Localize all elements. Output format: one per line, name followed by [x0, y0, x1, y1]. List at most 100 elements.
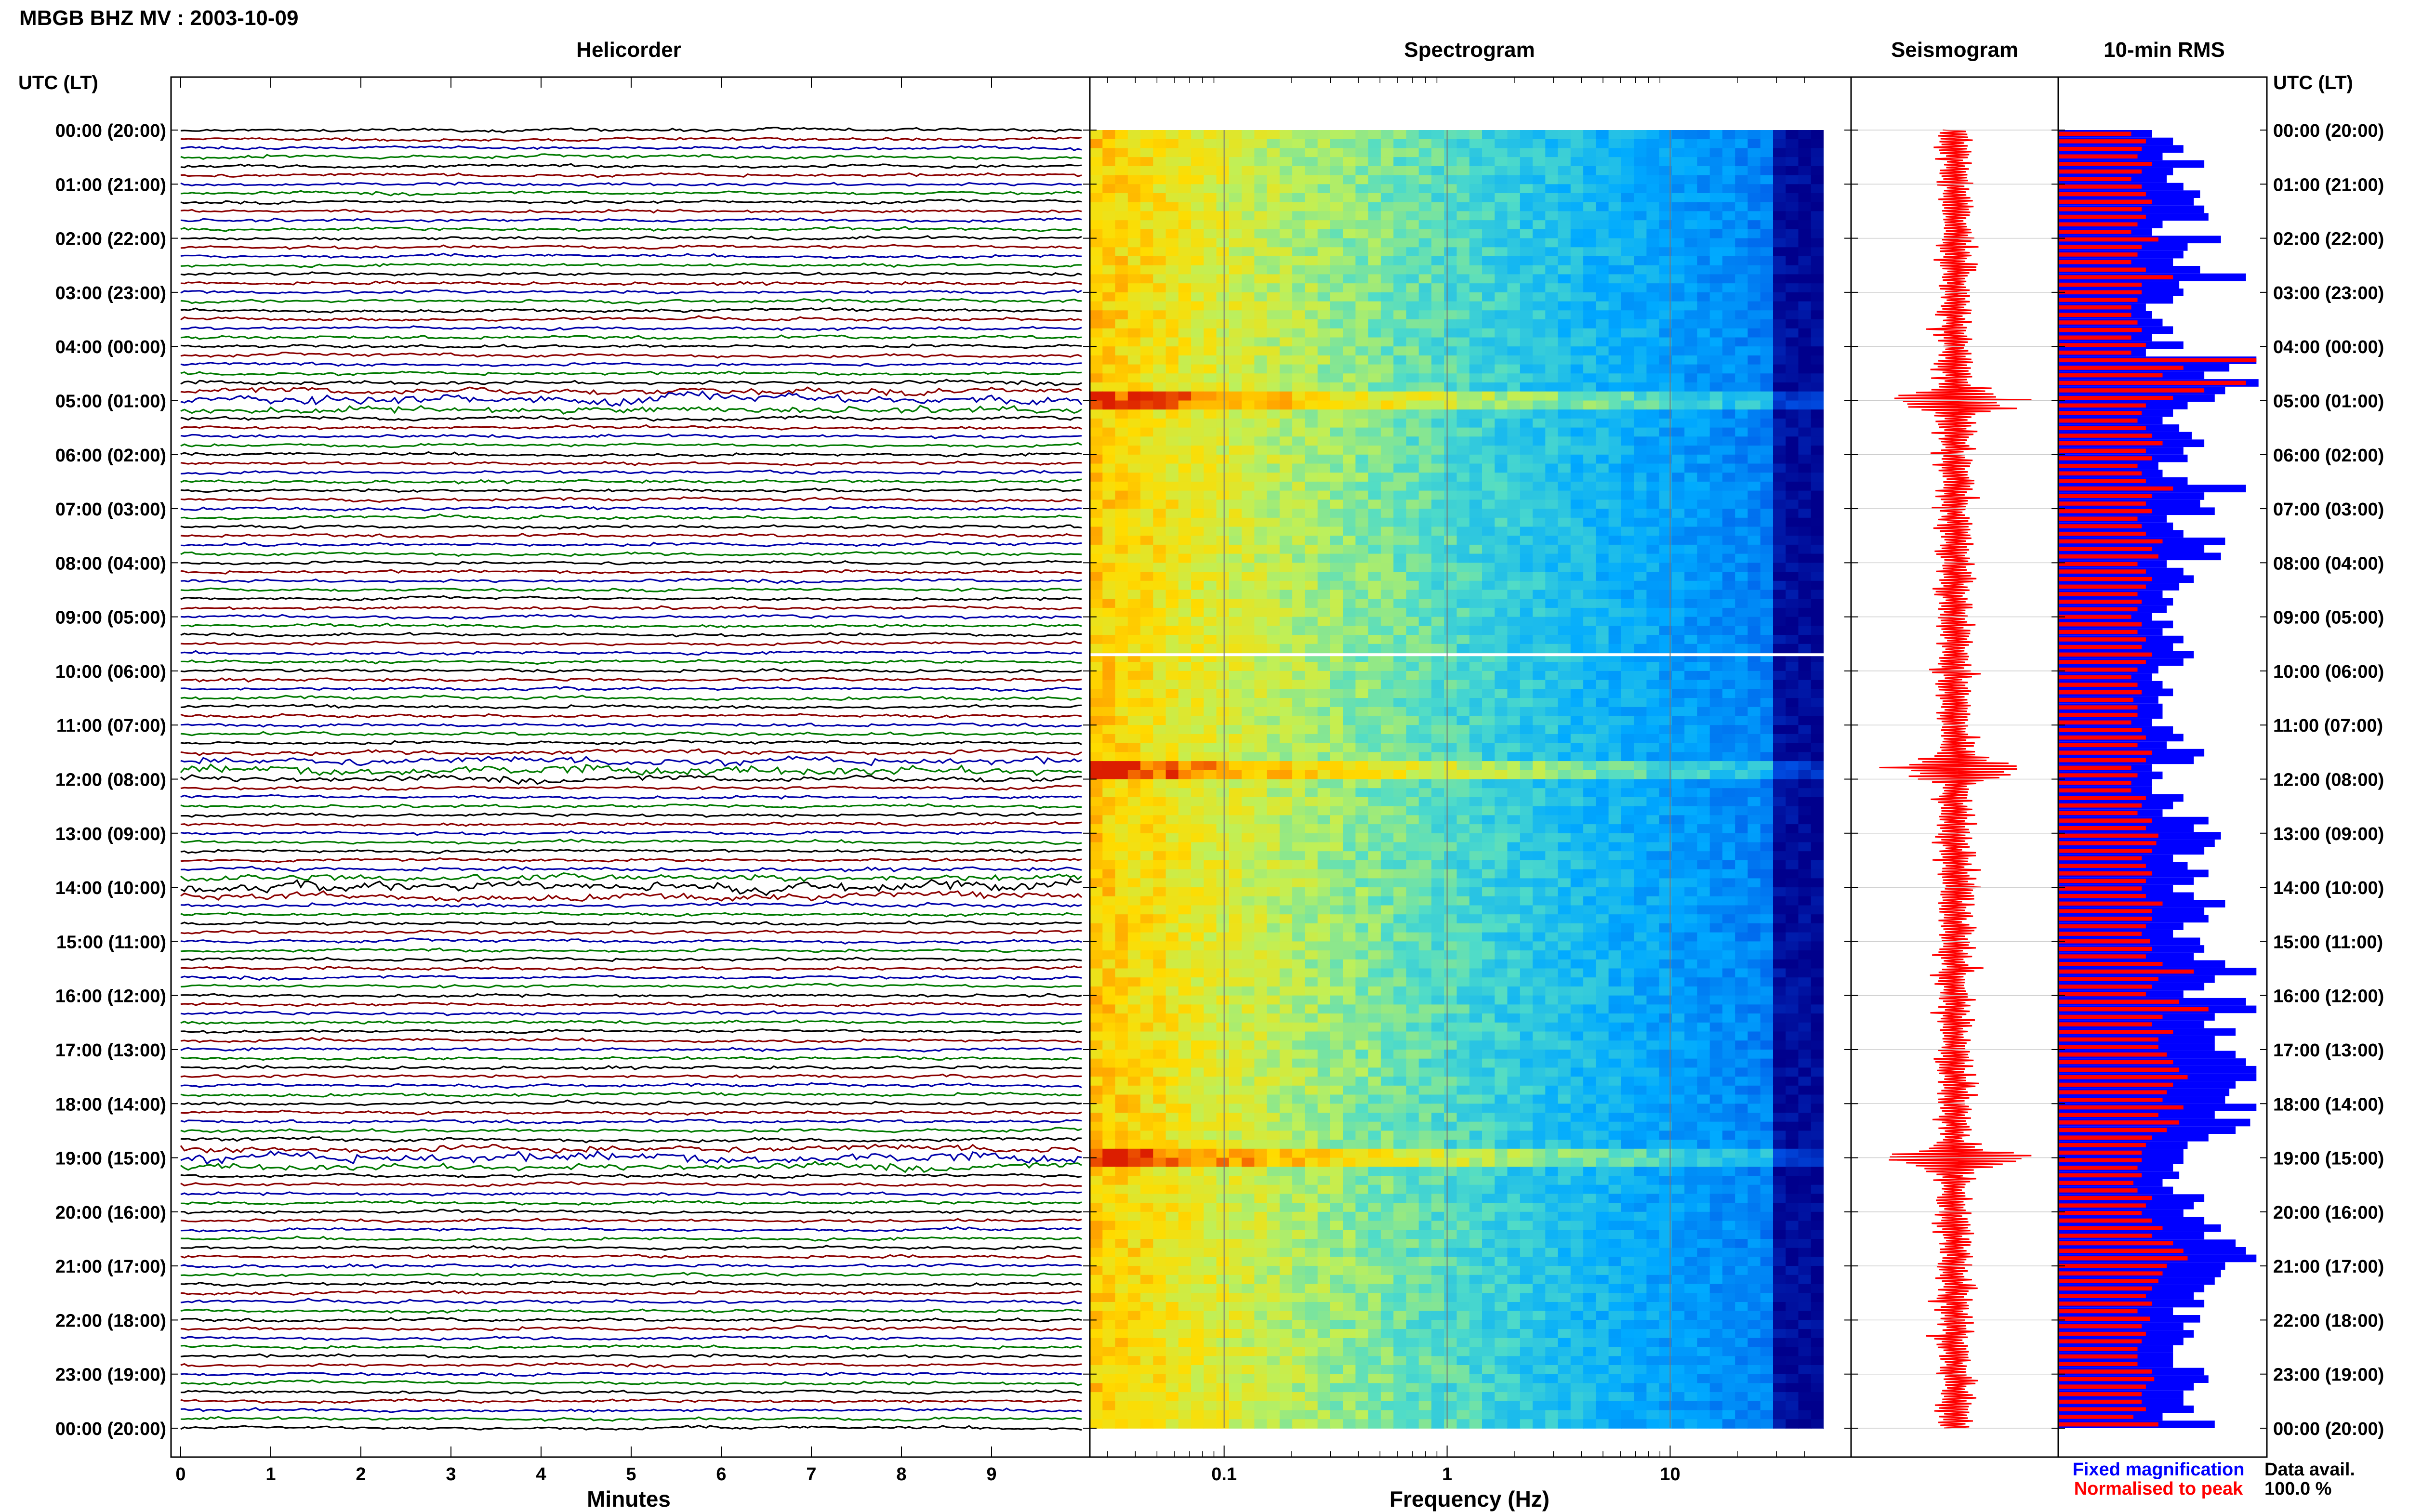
spectrogram-cell: [1482, 247, 1496, 257]
spectrogram-cell: [1115, 734, 1128, 744]
spectrogram-cell: [1811, 797, 1824, 807]
spectrogram-cell: [1368, 319, 1381, 329]
spectrogram-cell: [1697, 635, 1710, 644]
spectrogram-cell: [1267, 337, 1280, 347]
spectrogram-cell: [1608, 202, 1622, 212]
spectrogram-cell: [1355, 770, 1369, 780]
spectrogram-cell: [1279, 265, 1293, 275]
spectrogram-cell: [1115, 680, 1128, 690]
spectrogram-cell: [1558, 580, 1571, 591]
spectrogram-cell: [1671, 283, 1685, 293]
spectrogram-cell: [1178, 193, 1191, 203]
spectrogram-cell: [1317, 481, 1331, 491]
spectrogram-cell: [1671, 671, 1685, 681]
spectrogram-cell: [1621, 436, 1634, 446]
spectrogram-cell: [1368, 626, 1381, 635]
spectrogram-cell: [1229, 301, 1242, 311]
spectrogram-cell: [1482, 526, 1496, 536]
spectrogram-cell: [1115, 238, 1128, 248]
spectrogram-cell: [1811, 815, 1824, 825]
spectrogram-cell: [1292, 824, 1306, 834]
spectrogram-cell: [1292, 815, 1306, 825]
spectrogram-cell: [1773, 500, 1787, 509]
spectrogram-cell: [1709, 617, 1723, 627]
spectrogram-cell: [1621, 364, 1634, 374]
spectrogram-cell: [1697, 473, 1710, 482]
spectrogram-cell: [1242, 869, 1255, 879]
spectrogram-cell: [1254, 184, 1268, 194]
spectrogram-cell: [1102, 211, 1116, 221]
spectrogram-cell: [1608, 607, 1622, 618]
spectrogram-cell: [1330, 238, 1343, 248]
spectrogram-cell: [1115, 743, 1128, 753]
spectrogram-cell: [1140, 842, 1154, 852]
spectrogram-cell: [1406, 599, 1419, 608]
spectrogram-cell: [1482, 707, 1496, 717]
spectrogram-cell: [1735, 256, 1748, 266]
spectrogram-cell: [1495, 391, 1508, 401]
spectrogram-cell: [1279, 644, 1293, 654]
spectrogram-cell: [1444, 572, 1457, 581]
spectrogram-cell: [1596, 427, 1609, 437]
spectrogram-cell: [1292, 734, 1306, 744]
spectrogram-cell: [1760, 572, 1774, 581]
spectrogram-cell: [1380, 824, 1394, 834]
spectrogram-cell: [1798, 500, 1812, 509]
spectrogram-cell: [1697, 346, 1710, 356]
spectrogram-cell: [1406, 256, 1419, 266]
spectrogram-cell: [1330, 644, 1343, 654]
spectrogram-cell: [1735, 644, 1748, 654]
spectrogram-cell: [1621, 274, 1634, 284]
spectrogram-cell: [1418, 580, 1432, 591]
spectrogram-cell: [1786, 680, 1799, 690]
spectrogram-cell: [1773, 364, 1787, 374]
spectrogram-cell: [1646, 463, 1660, 473]
spectrogram-cell: [1406, 148, 1419, 158]
spectrogram-cell: [1242, 500, 1255, 509]
spectrogram-cell: [1317, 788, 1331, 798]
spectrogram-cell: [1127, 788, 1141, 798]
spectrogram-cell: [1330, 283, 1343, 293]
spectrogram-cell: [1469, 590, 1482, 599]
spectrogram-cell: [1343, 509, 1356, 518]
spectrogram-cell: [1709, 175, 1723, 185]
spectrogram-cell: [1204, 833, 1217, 843]
spectrogram-cell: [1191, 580, 1204, 591]
spectrogram-cell: [1191, 689, 1204, 698]
spectrogram-cell: [1343, 247, 1356, 257]
spectrogram-cell: [1671, 265, 1685, 275]
spectrogram-cell: [1393, 355, 1407, 365]
spectrogram-cell: [1380, 725, 1394, 735]
spectrogram-cell: [1127, 292, 1141, 302]
helicorder-trace: [180, 252, 1082, 259]
spectrogram-cell: [1368, 184, 1381, 194]
spectrogram-cell: [1570, 607, 1584, 618]
spectrogram-cell: [1570, 274, 1584, 284]
spectrogram-cell: [1204, 310, 1217, 320]
spectrogram-cell: [1317, 725, 1331, 735]
spectrogram-cell: [1317, 409, 1331, 419]
spectrogram-cell: [1355, 689, 1369, 698]
spectrogram-cell: [1153, 635, 1166, 644]
spectrogram-cell: [1570, 301, 1584, 311]
spectrogram-cell: [1153, 473, 1166, 482]
spectrogram-cell: [1722, 572, 1735, 581]
spectrogram-cell: [1760, 400, 1774, 410]
spectrogram-cell: [1254, 490, 1268, 500]
spectrogram-cell: [1305, 599, 1318, 608]
spectrogram-cell: [1773, 319, 1787, 329]
spectrogram-cell: [1456, 166, 1470, 176]
spectrogram-cell: [1418, 635, 1432, 644]
spectrogram-cell: [1558, 698, 1571, 708]
spectrogram-cell: [1343, 265, 1356, 275]
spectrogram-cell: [1090, 716, 1103, 725]
spectrogram-cell: [1659, 148, 1672, 158]
spectrogram-cell: [1634, 815, 1647, 825]
spectrogram-cell: [1355, 184, 1369, 194]
spectrogram-cell: [1811, 580, 1824, 591]
spectrogram-cell: [1254, 860, 1268, 870]
spectrogram-cell: [1798, 229, 1812, 239]
spectrogram-cell: [1127, 644, 1141, 654]
spectrogram-cell: [1596, 355, 1609, 365]
spectrogram-cell: [1621, 391, 1634, 401]
